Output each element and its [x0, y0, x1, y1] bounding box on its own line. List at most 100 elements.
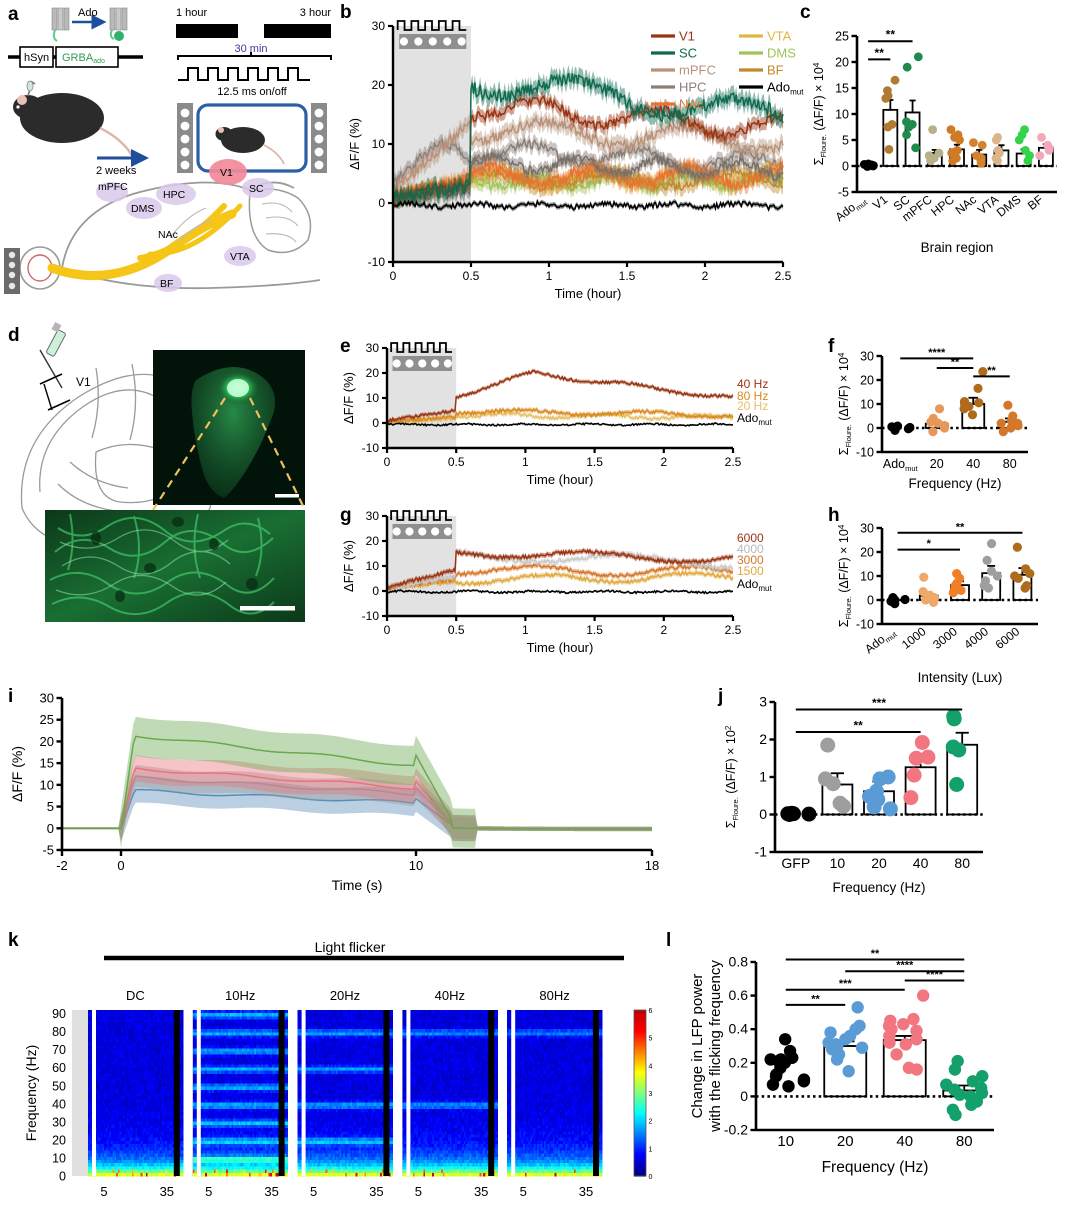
x-tick-label: 20: [871, 855, 887, 871]
significance-label: **: [987, 365, 996, 377]
data-point: [959, 404, 969, 414]
panel-d-v1-label: V1: [76, 375, 91, 389]
segment-end-marker: [593, 1010, 599, 1176]
svg-text:1: 1: [522, 455, 529, 469]
x-tick-label: 5: [415, 1184, 422, 1199]
panel-b: -10 0 10 20 30 0 0.5 1 1.5 2 2.5 ΔF/F (%) Time (hour…: [335, 0, 804, 318]
brain-diagram: [4, 159, 321, 294]
y-axis-label: ΣFloure. (ΔF/F) × 104: [837, 524, 853, 627]
timeline-bar: [176, 24, 331, 38]
band-gray: [62, 765, 652, 840]
svg-text:30: 30: [860, 350, 874, 364]
x-tick-label: 5: [205, 1184, 212, 1199]
panel-a: Ado hSyn GRBAado 2 weeks 1 hour 3 hour: [0, 0, 335, 318]
panel-l-plot: -0.200.20.40.60.810 20 40 80***************…: [689, 948, 994, 1176]
x-axis-label: Time (hour): [527, 472, 594, 487]
data-point: [902, 130, 911, 140]
panel-d-images: V1: [20, 322, 306, 622]
data-point: [1012, 542, 1022, 552]
data-point: [906, 767, 922, 783]
svg-text:0: 0: [47, 821, 54, 836]
timeline-end-label: 3 hour: [300, 7, 332, 19]
x-tick-label: 10: [830, 855, 846, 871]
svg-text:-10: -10: [362, 441, 380, 455]
y-tick-label: 50: [52, 1079, 66, 1093]
x-tick-label: 1000: [899, 624, 929, 652]
svg-text:-2: -2: [56, 858, 68, 873]
x-tick-label: DMS: [994, 192, 1024, 219]
panel-h: -10 0 10 20 30 Adomut 1000 3000 4000 6000 * ** ΣFlou…: [820, 498, 1080, 685]
y-axis-label-line1: Change in LFP power: [689, 974, 706, 1119]
x-tick-label: 5: [310, 1184, 317, 1199]
legend-label-V1: V1: [679, 29, 695, 44]
data-point: [978, 367, 988, 377]
svg-text:0: 0: [842, 160, 849, 174]
data-point: [830, 1053, 844, 1066]
data-point: [866, 799, 882, 815]
x-axis-label: Time (hour): [555, 286, 622, 301]
scalebar-slice: [275, 494, 299, 498]
trace-label-3000: 3000: [737, 553, 764, 567]
zoom-connector-lines: [152, 397, 306, 511]
region-label-sc: SC: [249, 183, 264, 195]
x-tick-label: 80: [1003, 457, 1017, 471]
x-tick-label: 3000: [930, 624, 960, 652]
panel-j-letter: j: [718, 686, 724, 707]
svg-text:30: 30: [860, 522, 874, 536]
pulse-label: 12.5 ms on/off: [217, 86, 287, 98]
data-point: [881, 94, 891, 103]
svg-text:0: 0: [759, 806, 767, 822]
trace-line-nac: [392, 160, 784, 205]
panel-b-plot: -10 0 10 20 30 0 0.5 1 1.5 2 2.5 ΔF/F (%) Time (hour…: [347, 19, 804, 301]
panel-k-letter: k: [8, 930, 19, 951]
y-tick-label: 0: [59, 1170, 66, 1184]
data-point: [946, 125, 956, 134]
region-label-dms: DMS: [131, 203, 154, 215]
significance-label: **: [811, 993, 820, 1005]
x-axis-label: Frequency (Hz): [822, 1159, 929, 1176]
significance-label: ****: [926, 969, 944, 981]
data-point: [966, 1075, 980, 1088]
data-point: [1037, 133, 1046, 142]
data-point: [1025, 569, 1035, 579]
scalebar-microscopy: [240, 606, 295, 611]
spectrogram-segment-80Hz: [507, 1010, 603, 1177]
svg-text:3: 3: [759, 694, 767, 710]
sensor-label: GRBAado: [62, 52, 105, 65]
panel-e-plot: -10 0 10 20 30 0 0.5 1 1.5 2 2.5 ΔF/F (%) Time (hour…: [341, 341, 772, 487]
panel-c-letter: c: [800, 2, 811, 23]
significance-label: **: [886, 28, 896, 42]
trace-label-Ado: Adomut: [737, 577, 772, 593]
timeline-middle-label: 30 min: [234, 43, 267, 55]
data-point: [946, 711, 962, 727]
led-strip-icon: [399, 34, 467, 49]
svg-text:-1: -1: [755, 844, 768, 860]
x-tick-label: 35: [474, 1184, 488, 1199]
svg-text:1: 1: [759, 769, 767, 785]
svg-text:0: 0: [378, 196, 385, 210]
data-point: [890, 75, 900, 85]
fluorescence-slice-image: [153, 350, 305, 505]
legend-label-DMS: DMS: [767, 46, 796, 61]
x-tick-label: Adomut: [883, 457, 919, 473]
injection-needle: [39, 349, 63, 389]
svg-text:1.5: 1.5: [586, 623, 603, 637]
svg-text:0: 0: [372, 416, 379, 430]
x-axis-label: Time (s): [332, 877, 383, 893]
trace-label-1500: 1500: [737, 564, 764, 578]
colorbar-tick: 2: [649, 1119, 653, 1126]
data-point: [977, 140, 987, 150]
data-point: [973, 383, 983, 393]
trace-label-40 Hz: 40 Hz: [737, 377, 768, 391]
data-point: [956, 585, 966, 595]
svg-text:1.5: 1.5: [586, 455, 603, 469]
svg-text:30: 30: [366, 509, 380, 523]
data-point: [842, 1065, 855, 1078]
x-tick-label: 10: [777, 1133, 794, 1150]
spectrogram-segment-40Hz: [402, 1010, 498, 1177]
data-point: [1020, 583, 1030, 593]
svg-text:2: 2: [759, 731, 767, 747]
trace-line-20hz: [386, 410, 734, 425]
data-point: [884, 144, 894, 154]
x-axis-label: Intensity (Lux): [918, 670, 1003, 685]
